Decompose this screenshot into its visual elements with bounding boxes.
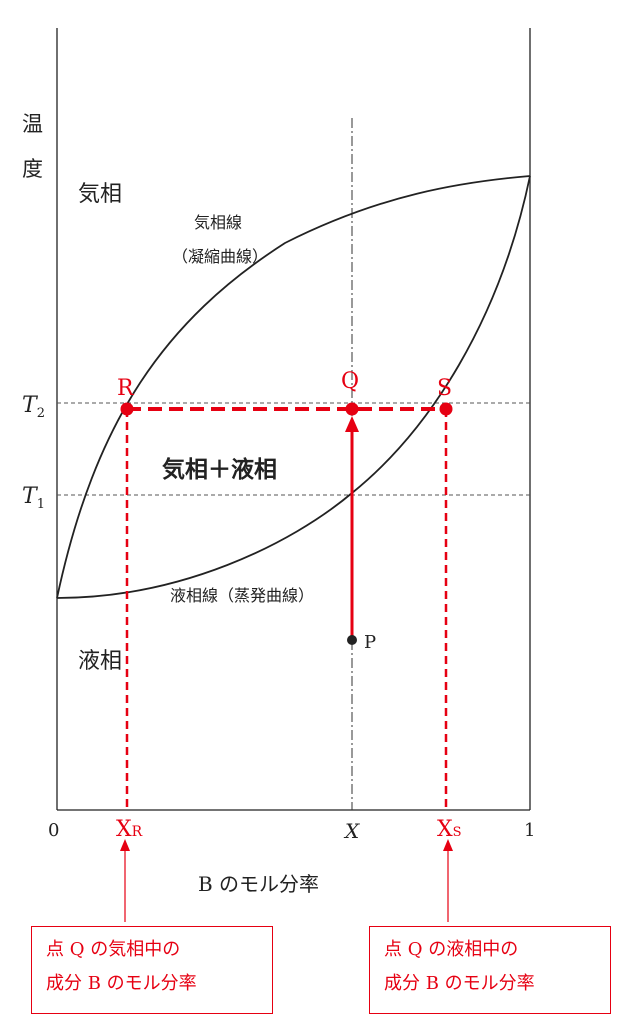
t1-label-main: T — [22, 484, 39, 509]
point-q-marker — [345, 402, 359, 416]
pointer-left-head — [120, 839, 130, 851]
xs-label: XS — [437, 817, 462, 842]
point-r-label: R — [117, 376, 135, 401]
point-p-label: P — [364, 632, 376, 653]
y-axis-title-char1: 温 — [22, 112, 43, 136]
note-left-line1: 点 Q の気相中の — [46, 939, 181, 960]
x-max-label: 1 — [524, 820, 535, 841]
x-axis-title: B のモル分率 — [198, 872, 319, 896]
vapor-line-label: 気相線 — [194, 213, 242, 232]
vapor-curve — [56, 175, 531, 599]
point-p-marker — [347, 635, 357, 645]
x-min-label: 0 — [48, 820, 59, 841]
region-liquid-label: 液相 — [78, 649, 122, 674]
heating-arrow-head — [345, 416, 359, 432]
point-r-marker — [120, 402, 134, 416]
x-mid-label: X — [343, 819, 360, 843]
point-q-label: Q — [341, 369, 359, 394]
point-s-marker — [439, 402, 453, 416]
point-s-label: S — [437, 376, 452, 401]
y-axis-title-char2: 度 — [22, 157, 43, 181]
t2-label-main: T — [22, 393, 39, 418]
liquid-line-label: 液相線（蒸発曲線） — [170, 586, 314, 605]
region-vapor-label: 気相 — [78, 182, 122, 207]
note-right-line1: 点 Q の液相中の — [384, 939, 519, 960]
xr-label: XR — [116, 817, 143, 842]
xs-label-sub: S — [453, 825, 462, 840]
note-box-liquid-composition: 点 Q の液相中の 成分 B のモル分率 — [369, 926, 611, 1014]
t2-label: T2 — [22, 393, 45, 421]
t2-label-sub: 2 — [37, 406, 45, 421]
xr-label-main: X — [116, 817, 132, 842]
vapor-line-alt-label: （凝縮曲線） — [172, 247, 268, 266]
xs-label-main: X — [437, 817, 453, 842]
note-left-line2: 成分 B のモル分率 — [46, 973, 197, 994]
region-two-phase-label: 気相＋液相 — [162, 456, 277, 483]
note-box-vapor-composition: 点 Q の気相中の 成分 B のモル分率 — [31, 926, 273, 1014]
t1-label-sub: 1 — [37, 497, 45, 512]
note-right-line2: 成分 B のモル分率 — [384, 973, 535, 994]
pointer-right-head — [443, 839, 453, 851]
xr-label-sub: R — [132, 824, 143, 840]
t1-label: T1 — [22, 484, 45, 512]
